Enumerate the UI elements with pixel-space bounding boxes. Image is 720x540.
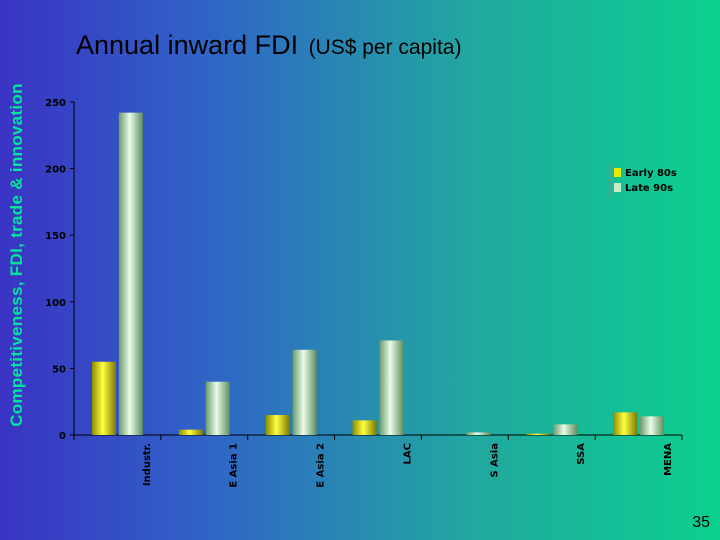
y-tick-label: 50 [52, 364, 66, 375]
bar-early-80s [352, 420, 377, 435]
bar-late-90s [640, 416, 664, 435]
page-number: 35 [692, 514, 710, 531]
bar-late-90s [118, 112, 143, 435]
bar-early-80s [265, 415, 290, 435]
chart-title-main: Annual inward FDI [76, 30, 299, 60]
y-tick-label: 200 [45, 165, 66, 176]
x-tick-label: Industr. [142, 443, 153, 486]
chart-legend: Early 80s Late 90s [609, 164, 677, 198]
bar-early-80s [526, 433, 551, 435]
y-tick-label: 150 [45, 231, 66, 242]
chart-bars [92, 112, 664, 435]
bar-late-90s [553, 424, 578, 435]
x-tick-label: SSA [576, 443, 587, 465]
chart-axes [70, 101, 683, 440]
bar-late-90s [466, 432, 491, 435]
bar-early-80s [92, 361, 116, 435]
legend-label: Early 80s [625, 168, 677, 179]
chart-title: Annual inward FDI (US$ per capita) [76, 30, 461, 61]
bar-late-90s [205, 381, 230, 435]
chart-labels: 0 50 100 150 200 250 Industr. E Asia 1 E Asia 2 L… [45, 98, 674, 488]
y-tick-label: 100 [45, 298, 66, 309]
y-tick-label: 0 [59, 431, 66, 442]
x-tick-label: S Asia [489, 443, 500, 478]
bar-early-80s [178, 429, 203, 435]
chart-title-unit: (US$ per capita) [308, 36, 462, 59]
x-tick-label: MENA [663, 443, 674, 476]
legend-label: Late 90s [625, 183, 673, 194]
bar-early-80s [613, 412, 638, 435]
x-tick-label: LAC [402, 443, 413, 464]
bar-late-90s [292, 349, 317, 435]
legend-swatch [614, 168, 621, 177]
x-tick-label: E Asia 1 [229, 443, 240, 488]
x-tick-label: E Asia 2 [316, 443, 327, 488]
bar-late-90s [379, 340, 404, 435]
legend-swatch [614, 183, 621, 192]
y-tick-label: 250 [45, 98, 66, 109]
